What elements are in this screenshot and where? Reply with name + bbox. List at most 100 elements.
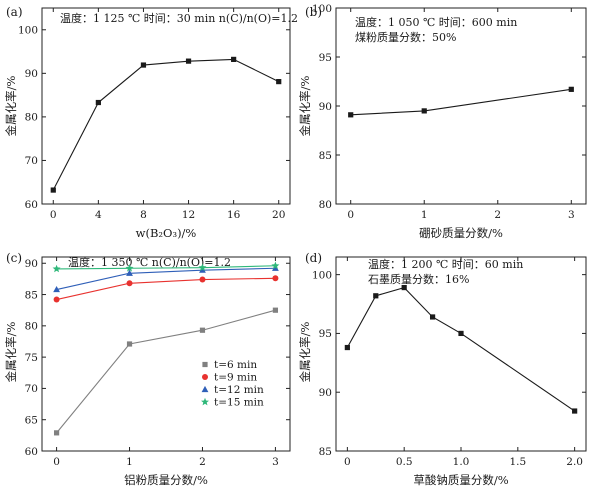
x-tick-label: 1.0 <box>453 456 470 468</box>
x-tick-label: 1.5 <box>509 456 526 468</box>
data-point <box>348 112 354 118</box>
y-tick-label: 90 <box>319 387 332 399</box>
data-point <box>140 62 147 68</box>
legend-marker <box>201 397 209 406</box>
data-point <box>421 108 427 114</box>
x-axis-title: w(B₂O₃)/% <box>136 226 197 240</box>
data-point <box>344 344 350 351</box>
y-tick-label: 85 <box>319 446 332 458</box>
plot-frame <box>41 7 291 205</box>
data-point <box>401 284 407 291</box>
data-point <box>52 264 61 273</box>
series-3 <box>52 261 280 273</box>
legend-label: t=6 min <box>214 359 257 371</box>
y-tick-label: 100 <box>18 25 38 37</box>
y-tick-label: 90 <box>319 101 332 113</box>
annotation-text: 温度：1 200 ℃ 时间：60 min <box>368 257 523 271</box>
data-point <box>199 266 206 273</box>
chart-panel-c: (c) 温度：1 350 ℃ n(C)/n(O)=1.2 0 1 2 3 60 65 70 75 8… <box>4 251 291 487</box>
y-tick-label: 65 <box>25 415 38 427</box>
data-point <box>53 285 60 293</box>
annotation-text: 温度：1 050 ℃ 时间：600 min <box>355 15 517 29</box>
data-point <box>568 86 574 92</box>
panel-label: (c) <box>6 251 22 265</box>
series-line <box>56 265 276 270</box>
data-point <box>231 56 237 62</box>
data-point <box>126 280 133 287</box>
x-tick-label: 8 <box>140 209 147 221</box>
x-axis-title: 硼砂质量分数/% <box>419 226 503 240</box>
legend-label: t=12 min <box>214 384 264 396</box>
annotation-text: 温度：1 350 ℃ n(C)/n(O)=1.2 <box>68 255 231 269</box>
y-tick-label: 80 <box>25 321 38 333</box>
y-tick-label: 60 <box>25 446 38 458</box>
data-point <box>95 99 101 106</box>
data-point <box>126 269 133 276</box>
series-1 <box>53 275 279 303</box>
x-axis-title: 草酸钠质量分数/% <box>413 473 508 487</box>
y-tick-label: 95 <box>319 52 332 64</box>
x-tick-label: 20 <box>272 209 285 221</box>
annotation-text: 石墨质量分数：16% <box>368 273 469 286</box>
data-point <box>198 263 207 272</box>
legend-label: t=9 min <box>214 372 257 384</box>
series-line <box>52 58 279 191</box>
data-point <box>276 79 282 85</box>
series-line <box>350 88 572 116</box>
series-line <box>56 267 276 291</box>
legend-marker <box>201 385 209 393</box>
x-tick-label: 0.5 <box>396 456 413 468</box>
y-tick-label: 70 <box>25 383 38 395</box>
y-tick-label: 85 <box>25 289 38 301</box>
chart-panel-b: (b) 温度：1 050 ℃ 时间：600 min 煤粉质量分数：50% 0 1 2 3 80… <box>298 3 587 240</box>
plot-frame <box>335 256 587 452</box>
x-tick-label: 3 <box>272 456 279 468</box>
data-point <box>199 327 206 333</box>
y-axis-title: 金属化率/% <box>4 322 18 383</box>
data-point <box>272 307 279 313</box>
y-tick-label: 100 <box>312 269 332 281</box>
x-tick-label: 2 <box>199 456 206 468</box>
x-axis-title: 铝粉质量分数/% <box>124 473 208 487</box>
legend-marker <box>202 361 208 368</box>
x-tick-label: 0 <box>347 209 354 221</box>
y-axis-title: 金属化率/% <box>298 322 312 383</box>
data-point <box>271 261 280 270</box>
panel-label: (b) <box>305 5 322 19</box>
y-axis-title: 金属化率/% <box>298 76 312 137</box>
annotation-text: 温度：1 125 ℃ 时间：30 min n(C)/n(O)=1.2 <box>60 11 298 25</box>
y-tick-label: 75 <box>25 352 38 364</box>
data-point <box>572 408 578 414</box>
data-point <box>199 276 206 283</box>
x-tick-label: 0 <box>53 456 60 468</box>
data-point <box>125 264 134 272</box>
data-point <box>272 275 279 282</box>
x-tick-label: 3 <box>568 209 575 221</box>
data-point <box>272 264 279 271</box>
series-line <box>56 277 276 301</box>
x-tick-label: 4 <box>95 209 102 221</box>
plot-frame <box>41 256 291 452</box>
x-tick-label: 12 <box>182 209 195 221</box>
data-point <box>53 296 60 303</box>
series-2 <box>53 264 279 293</box>
x-tick-label: 0 <box>344 456 351 468</box>
series-line <box>346 286 575 412</box>
panel-label: (d) <box>305 251 322 265</box>
data-point <box>373 293 379 299</box>
panel-label: (a) <box>6 5 23 19</box>
y-tick-label: 70 <box>25 155 38 167</box>
y-tick-label: 90 <box>25 258 38 270</box>
y-tick-label: 80 <box>319 199 332 211</box>
y-tick-label: 80 <box>25 112 38 124</box>
legend-label: t=15 min <box>214 397 264 409</box>
data-point <box>185 58 192 64</box>
series-line <box>56 309 276 434</box>
legend-marker <box>202 374 208 380</box>
data-point <box>429 314 436 320</box>
y-axis-title: 金属化率/% <box>4 76 18 137</box>
chart-panel-a: (a) 温度：1 125 ℃ 时间：30 min n(C)/n(O)=1.2 0 4 8… <box>4 5 298 240</box>
x-tick-label: 2 <box>494 209 501 221</box>
y-tick-label: 90 <box>25 68 38 80</box>
y-tick-label: 100 <box>312 3 332 15</box>
